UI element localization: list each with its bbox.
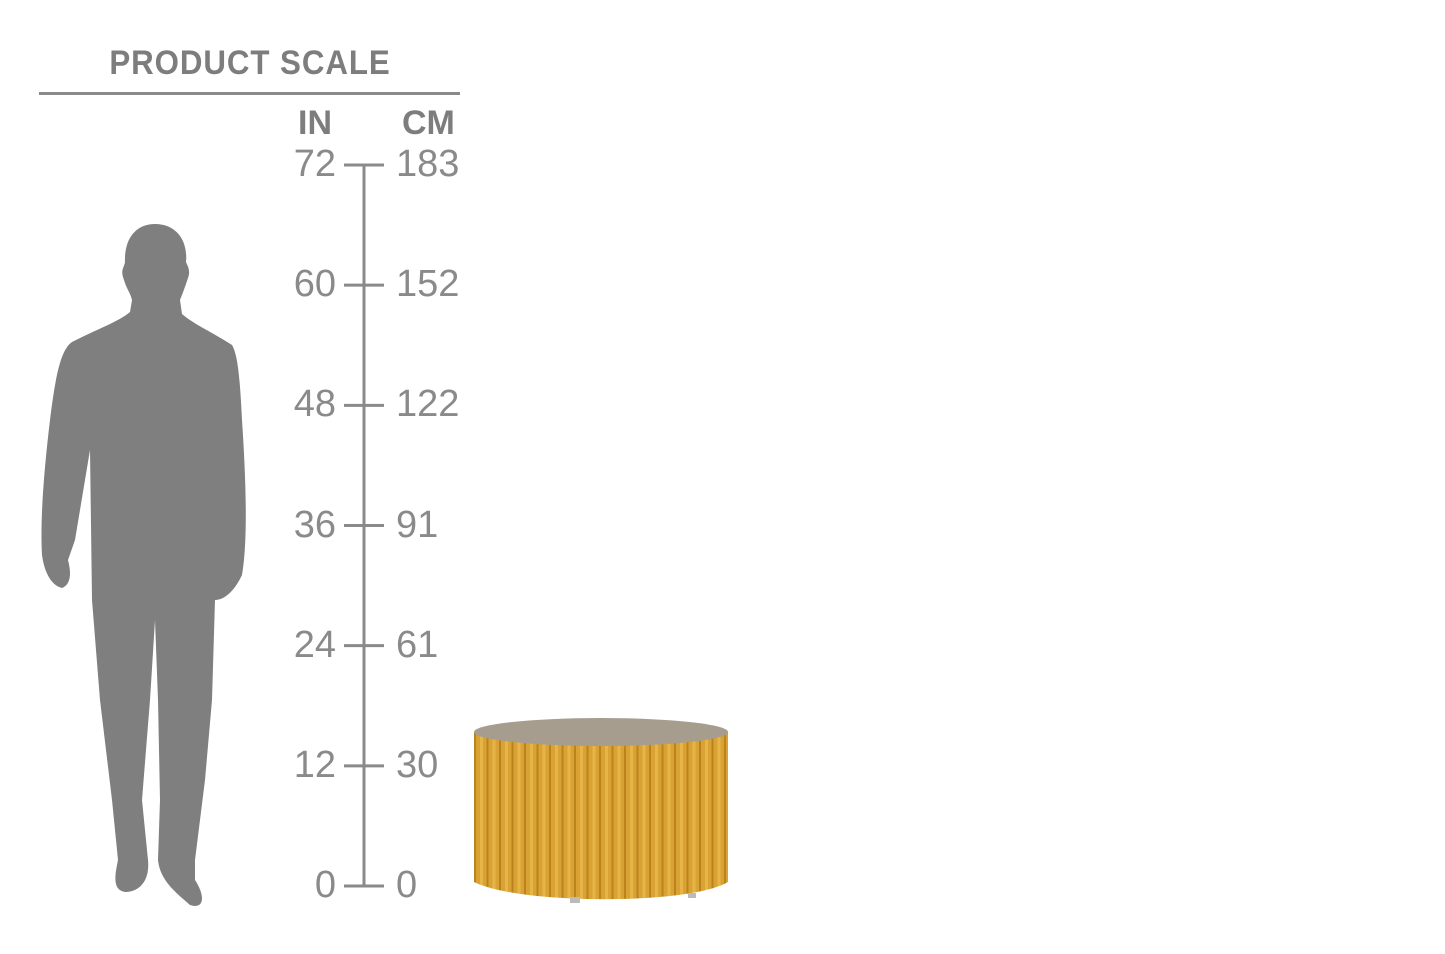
tick-label-in: 36 [293, 503, 336, 546]
tick-label-cm: 61 [396, 623, 439, 666]
tick-label-in: 12 [293, 743, 336, 786]
tick-label-cm: 30 [396, 743, 439, 786]
page-title: PRODUCT SCALE [109, 44, 391, 82]
tick-label-in: 48 [293, 383, 336, 426]
tick-label-in: 60 [293, 263, 336, 306]
unit-label-in: IN [298, 104, 332, 142]
product-coffee-table [474, 718, 728, 903]
tick-label-in: 0 [314, 864, 336, 906]
tick-label-cm: 0 [396, 864, 418, 906]
unit-label-cm: CM [402, 104, 455, 142]
tick-label-cm: 183 [396, 143, 460, 185]
tick-label-cm: 122 [396, 383, 460, 426]
tick-label-cm: 152 [396, 263, 460, 306]
tick-label-cm: 91 [396, 503, 439, 546]
tick-label-in: 72 [293, 143, 336, 185]
person-silhouette [41, 224, 246, 906]
title-divider [39, 92, 460, 95]
tick-label-in: 24 [293, 623, 336, 666]
